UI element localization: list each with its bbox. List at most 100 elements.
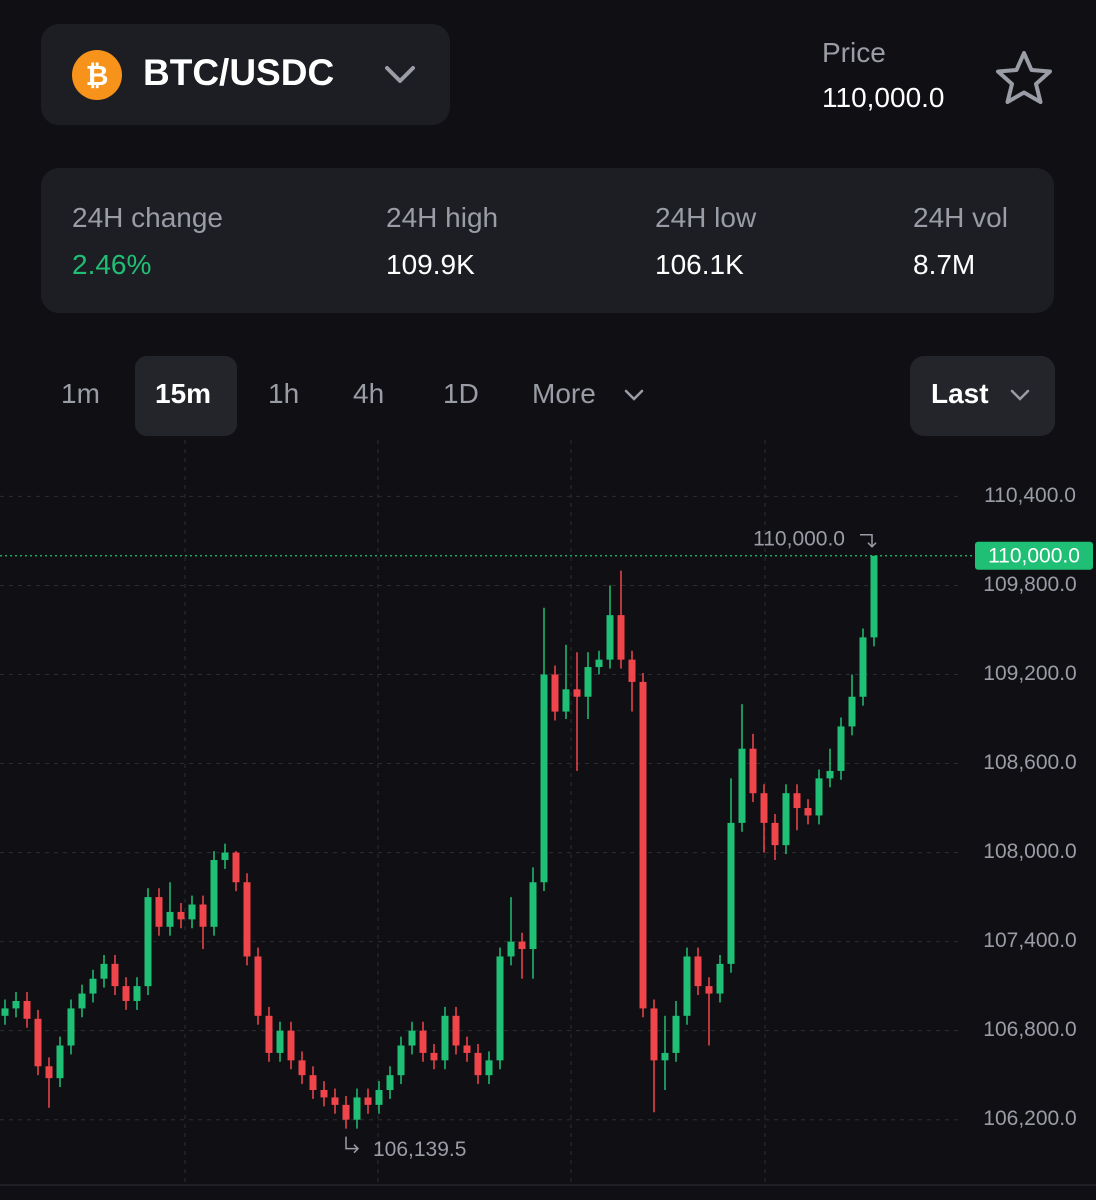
candle-body [386, 1075, 394, 1091]
candle-body [848, 696, 856, 727]
price-type: Last [931, 378, 989, 409]
candle-body [210, 859, 218, 927]
candle-body [694, 956, 702, 987]
price: 110,000.0 [822, 82, 945, 113]
candle-body [452, 1015, 460, 1046]
timeframe[interactable]: 15m [155, 378, 212, 409]
price-tag: 110,000.0 [988, 544, 1080, 567]
candle-body [628, 659, 636, 682]
stat-label: 24H change [72, 202, 224, 233]
candle-body [639, 681, 647, 1009]
candle-body [177, 911, 185, 920]
candle-body [463, 1045, 471, 1053]
candle-body [1, 1008, 9, 1016]
timeframe[interactable]: 4h [353, 378, 385, 409]
candle-body [122, 986, 130, 1001]
candle-body [485, 1060, 493, 1076]
candle-body [298, 1060, 306, 1076]
candle-body [562, 689, 570, 712]
candle-body [166, 911, 174, 927]
chevron [624, 389, 644, 401]
stat-value: 2.46% [72, 249, 152, 280]
candle-body [540, 674, 548, 883]
y-tick-label: 107,400.0 [983, 929, 1076, 952]
y-tick-label: 110,400.0 [984, 484, 1076, 507]
candle-body [34, 1018, 42, 1067]
favorite-star[interactable] [994, 50, 1054, 106]
candle-body [111, 963, 119, 987]
stat-value: 109.9K [386, 249, 475, 280]
candle-body [100, 963, 108, 979]
svg-text:₿: ₿ [86, 59, 109, 92]
candle-body [551, 674, 559, 712]
candle-body [78, 993, 86, 1009]
candle-body [683, 956, 691, 1016]
stats-panel [41, 168, 1054, 313]
candle-body [419, 1030, 427, 1053]
price-label: Price [822, 37, 886, 68]
stat-label: 24H vol [913, 202, 1008, 233]
candle-body [518, 941, 526, 950]
candle-body [826, 770, 834, 779]
candle-body [89, 978, 97, 994]
candle-body [859, 637, 867, 697]
stat-label: 24H low [655, 202, 757, 233]
candle-body [23, 1000, 31, 1019]
y-tick-label: 108,600.0 [983, 751, 1076, 774]
candle-body [342, 1104, 350, 1120]
candle-body [716, 963, 724, 994]
candle-body [793, 793, 801, 809]
timeframe[interactable]: 1m [61, 378, 100, 409]
candle-body [408, 1030, 416, 1046]
candle-body [705, 986, 713, 994]
candle-body [12, 1000, 20, 1009]
candle-body [474, 1052, 482, 1076]
candle-body [595, 659, 603, 668]
candle-body [254, 956, 262, 1016]
candle-body [815, 778, 823, 816]
candle-body [331, 1097, 339, 1105]
candle-body [221, 852, 229, 860]
candle-body [155, 897, 163, 927]
timeframe[interactable]: 1h [268, 378, 300, 409]
candle-body [738, 748, 746, 823]
stat-label: 24H high [386, 202, 499, 233]
candle-body [320, 1090, 328, 1098]
candle-body [232, 852, 240, 883]
candle-body [364, 1097, 372, 1105]
candle-body [496, 956, 504, 1061]
price-tag-bg [975, 541, 1093, 570]
candle-body [199, 904, 207, 927]
candle-body [584, 667, 592, 697]
chart: 106,200.0 106,800.0 107,400.0 108,000.0 108,… [0, 440, 1096, 1186]
low-annotation: 106,139.5 [373, 1138, 466, 1161]
candle-body [804, 808, 812, 816]
candle-body [529, 882, 537, 950]
price-type-button[interactable] [910, 356, 1055, 436]
y-tick-label: 106,200.0 [983, 1107, 1076, 1130]
candle-body [771, 822, 779, 846]
timeframe-selected-bg [135, 356, 237, 436]
y-tick-label: 106,800.0 [983, 1018, 1076, 1041]
candle-body [661, 1052, 669, 1061]
candle-body [617, 615, 625, 660]
candle-body [837, 726, 845, 771]
candle-body [606, 615, 614, 660]
candle-body [870, 555, 878, 638]
candle-body [265, 1015, 273, 1053]
candle-body [56, 1045, 64, 1079]
price-annotation: 110,000.0 [753, 527, 845, 550]
candle-body [782, 793, 790, 846]
bitcoin-icon: ₿ [72, 50, 122, 100]
candle-body [441, 1015, 449, 1061]
candle-body [507, 941, 515, 957]
timeframe[interactable]: More [532, 378, 596, 409]
candle-body [309, 1075, 317, 1091]
timeframe[interactable]: 1D [443, 378, 479, 409]
candle-body [749, 748, 757, 794]
candle-body [276, 1030, 284, 1053]
y-tick-label: 109,200.0 [983, 662, 1076, 685]
candle-body [375, 1090, 383, 1105]
chevron [1010, 389, 1030, 401]
